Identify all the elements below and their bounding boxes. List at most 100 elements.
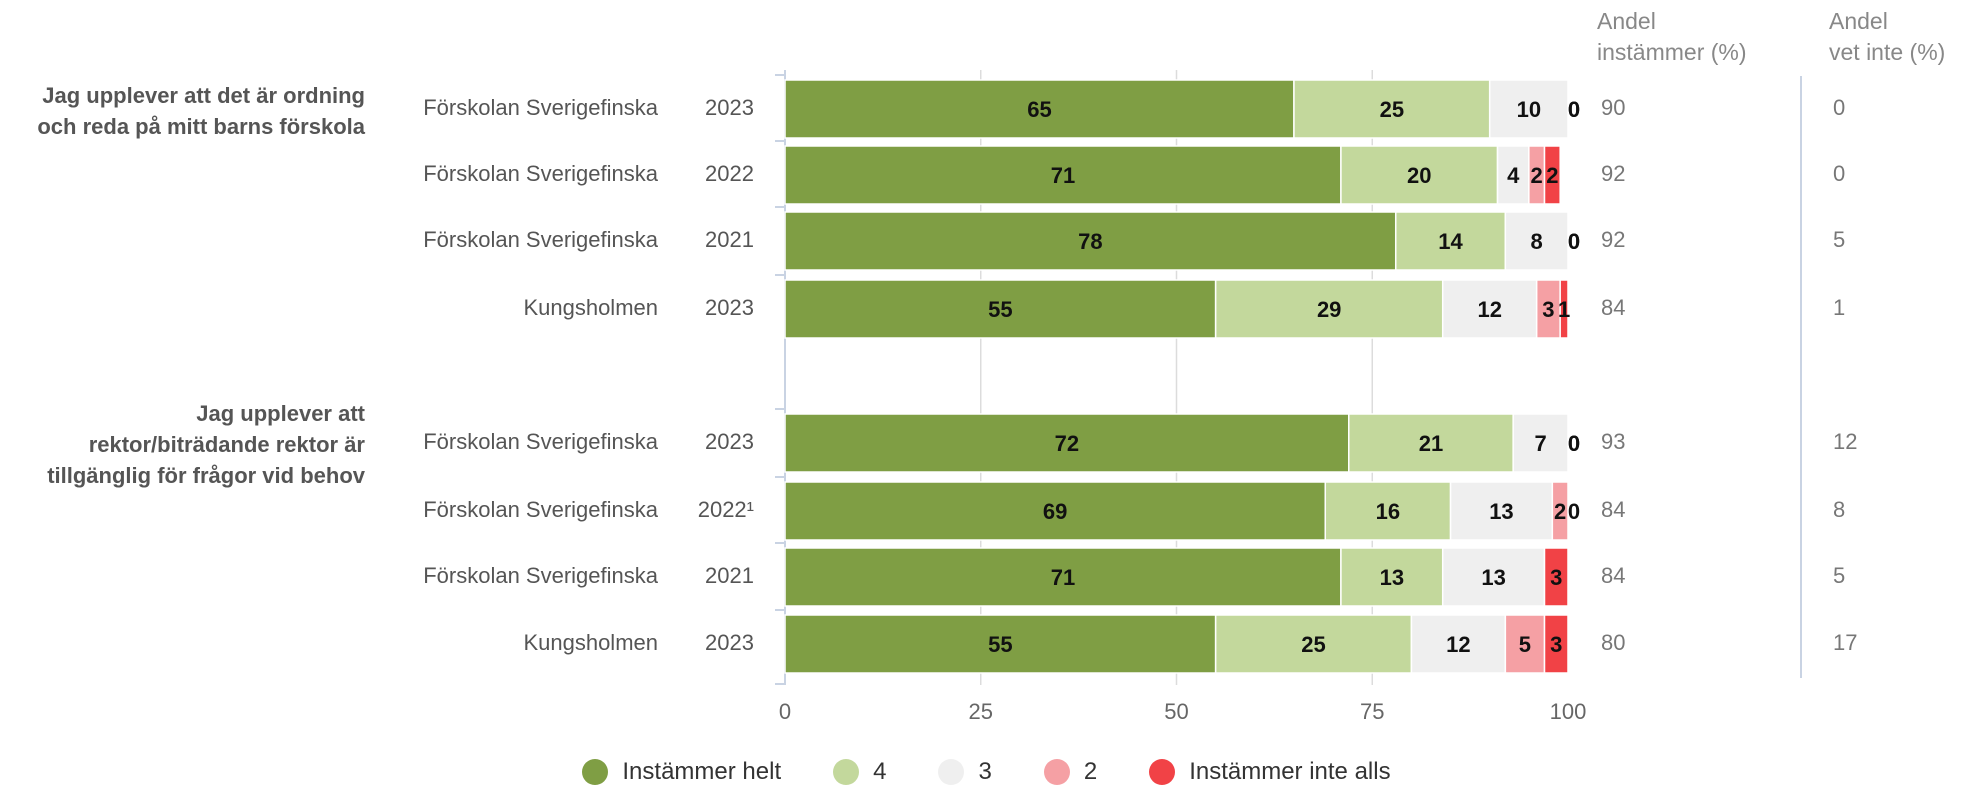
x-tick-label: 100 xyxy=(1550,699,1587,724)
row-label-unit: Kungsholmen xyxy=(523,295,658,320)
row-label-year: 2021 xyxy=(705,563,754,588)
legend-item: 3 xyxy=(938,758,992,786)
x-tick-label: 50 xyxy=(1164,699,1188,724)
bar-segment xyxy=(1512,413,1569,473)
data-label: 21 xyxy=(1419,431,1443,456)
andel-vet-inte-value: 0 xyxy=(1833,161,1845,186)
data-label: 0 xyxy=(1568,431,1580,456)
data-label: 14 xyxy=(1438,229,1463,254)
data-label: 65 xyxy=(1027,97,1051,122)
andel-vet-inte-value: 5 xyxy=(1833,227,1845,252)
row-label-year: 2023 xyxy=(705,295,754,320)
andel-vet-inte-value: 17 xyxy=(1833,630,1857,655)
legend-label: Instämmer inte alls xyxy=(1189,758,1391,785)
bar-segment xyxy=(1214,614,1413,674)
data-label: 10 xyxy=(1517,97,1541,122)
bar-segment xyxy=(1559,279,1569,339)
andel-vet-inte-value: 1 xyxy=(1833,295,1845,320)
row-label-unit: Förskolan Sverigefinska xyxy=(423,429,659,454)
legend-swatch xyxy=(833,759,860,785)
legend-swatch xyxy=(938,759,965,785)
data-label: 7 xyxy=(1534,431,1546,456)
legend-item: 4 xyxy=(833,758,886,786)
andel-instammer-value: 92 xyxy=(1601,161,1625,186)
data-label: 71 xyxy=(1051,565,1075,590)
bar-segment xyxy=(784,145,1342,205)
data-label: 8 xyxy=(1531,229,1543,254)
andel-vet-inte-value: 8 xyxy=(1833,497,1845,522)
data-label: 5 xyxy=(1519,632,1531,657)
andel-instammer-value: 84 xyxy=(1601,497,1625,522)
bar-segment xyxy=(1488,79,1569,139)
bar-segment xyxy=(1340,547,1444,607)
data-label: 12 xyxy=(1446,632,1470,657)
bar-segment xyxy=(1394,211,1507,271)
legend-item: Instämmer inte alls xyxy=(1149,758,1391,786)
data-label: 3 xyxy=(1542,297,1554,322)
legend-label: Instämmer helt xyxy=(622,758,782,785)
bar-segment xyxy=(1293,79,1491,139)
data-label: 1 xyxy=(1558,297,1570,322)
legend-label: 2 xyxy=(1083,758,1098,785)
data-label: 0 xyxy=(1568,97,1580,122)
row-label-unit: Förskolan Sverigefinska xyxy=(423,227,659,252)
bar-segment xyxy=(1214,279,1444,339)
legend-swatch xyxy=(1043,759,1070,785)
data-label: 2 xyxy=(1531,163,1543,188)
row-label-year: 2023 xyxy=(705,95,754,120)
andel-vet-inte-value: 12 xyxy=(1833,429,1857,454)
data-label: 3 xyxy=(1550,565,1562,590)
row-label-unit: Förskolan Sverigefinska xyxy=(423,497,659,522)
legend-item: 2 xyxy=(1043,758,1098,786)
legend-item: Instämmer helt xyxy=(582,758,781,786)
bar-segment xyxy=(784,481,1327,541)
row-label-year: 2022 xyxy=(705,161,754,186)
bar-segment xyxy=(1324,481,1452,541)
bar-segment xyxy=(1441,547,1546,607)
data-label: 71 xyxy=(1051,163,1075,188)
data-label: 16 xyxy=(1376,499,1400,524)
legend-label: 4 xyxy=(873,758,887,785)
legend-swatch xyxy=(1149,759,1176,785)
data-label: 29 xyxy=(1317,297,1341,322)
data-label: 0 xyxy=(1568,499,1580,524)
x-tick-label: 0 xyxy=(779,699,791,724)
row-label-year: 2022¹ xyxy=(698,497,754,522)
data-label: 55 xyxy=(988,297,1012,322)
data-label: 72 xyxy=(1055,431,1079,456)
x-tick-label: 75 xyxy=(1360,699,1384,724)
data-label: 55 xyxy=(988,632,1012,657)
bar-segment xyxy=(784,547,1342,607)
bar-segment xyxy=(1543,547,1569,607)
group-question-label: Jag upplever att rektor/biträdande rekto… xyxy=(47,401,365,488)
legend-swatch xyxy=(582,759,609,785)
bar-segment xyxy=(1551,481,1569,541)
data-label: 0 xyxy=(1568,229,1580,254)
data-label: 25 xyxy=(1380,97,1404,122)
bar-segment xyxy=(1340,145,1499,205)
x-tick-label: 25 xyxy=(969,699,993,724)
bar-segment xyxy=(1410,614,1507,674)
row-label-year: 2021 xyxy=(705,227,754,252)
row-label-year: 2023 xyxy=(705,630,754,655)
andel-instammer-value: 90 xyxy=(1601,95,1625,120)
andel-instammer-value: 84 xyxy=(1601,563,1625,588)
data-label: 3 xyxy=(1550,632,1562,657)
data-label: 13 xyxy=(1380,565,1404,590)
data-label: 2 xyxy=(1546,163,1558,188)
row-label-unit: Förskolan Sverigefinska xyxy=(423,161,659,186)
andel-instammer-value: 80 xyxy=(1601,630,1625,655)
column-header-andel-instammer: Andel instämmer (%) xyxy=(1597,8,1747,65)
data-label: 20 xyxy=(1407,163,1431,188)
data-label: 2 xyxy=(1554,499,1566,524)
bar-segment xyxy=(1449,481,1554,541)
bar-segment xyxy=(784,279,1217,339)
bar-segment xyxy=(1543,614,1569,674)
data-label: 4 xyxy=(1507,163,1520,188)
bar-segment xyxy=(784,614,1217,674)
data-label: 0 xyxy=(1568,97,1580,122)
row-label-unit: Kungsholmen xyxy=(523,630,658,655)
andel-vet-inte-value: 0 xyxy=(1833,95,1845,120)
data-label: 0 xyxy=(1568,229,1580,254)
